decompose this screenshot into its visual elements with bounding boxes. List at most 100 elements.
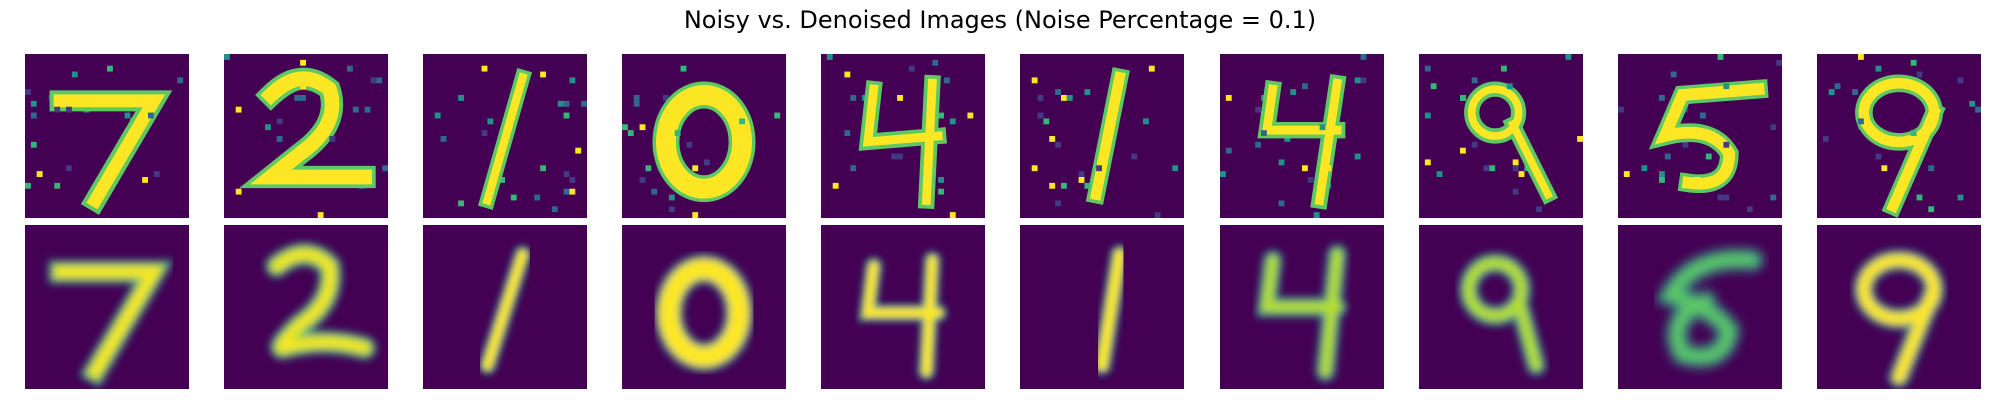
noise-pixel (692, 165, 699, 172)
noise-pixel (1916, 194, 1923, 201)
noise-pixel (148, 112, 154, 119)
noise-pixel (376, 77, 383, 84)
noise-pixel (552, 206, 558, 213)
noise-pixel (680, 65, 687, 72)
noise-pixel (1875, 65, 1882, 72)
noise-pixel (1617, 106, 1624, 113)
noise-pixel (1910, 130, 1917, 136)
noisy-digit-1 (423, 54, 588, 218)
noise-pixel (932, 59, 939, 66)
noisy-digit-2 (224, 54, 389, 218)
noise-pixel (276, 118, 283, 125)
noise-pixel (850, 165, 857, 172)
noise-pixel (1278, 200, 1284, 207)
noise-pixel (347, 65, 353, 72)
noise-pixel (1957, 194, 1964, 201)
noise-pixel (434, 112, 441, 119)
noise-pixel (458, 95, 465, 101)
noise-pixel (1705, 153, 1712, 160)
noisy-digit-7 (25, 54, 189, 218)
denoised-digit-1b (1020, 225, 1185, 389)
noisy-digit-9b (1816, 54, 1981, 218)
noisy-image-4 (622, 54, 787, 218)
noise-pixel (1149, 65, 1156, 72)
noise-pixel (352, 106, 359, 113)
denoised-digit-5 (1617, 225, 1782, 389)
noise-pixel (1658, 95, 1665, 101)
noise-pixel (1928, 165, 1934, 172)
noise-pixel (1301, 165, 1308, 172)
noise-pixel (30, 100, 37, 107)
noise-pixel (1471, 77, 1478, 84)
image-grid (25, 54, 1985, 389)
noise-pixel (534, 194, 541, 201)
noise-pixel (1038, 95, 1044, 101)
noise-pixel (54, 182, 61, 189)
noise-pixel (1723, 194, 1730, 201)
noise-pixel (1717, 194, 1724, 201)
noise-pixel (1131, 153, 1138, 160)
noise-pixel (1254, 141, 1261, 148)
noise-pixel (1278, 159, 1284, 166)
noise-pixel (1172, 165, 1179, 172)
noise-pixel (774, 112, 781, 119)
noise-pixel (639, 124, 646, 131)
noise-pixel (1512, 165, 1519, 172)
noise-pixel (1313, 212, 1320, 218)
noise-pixel (66, 106, 72, 113)
figure-title: Noisy vs. Denoised Images (Noise Percent… (683, 6, 1317, 34)
noise-pixel (1658, 177, 1665, 183)
noise-pixel (1670, 71, 1677, 78)
noise-pixel (1079, 177, 1085, 183)
noise-pixel (1576, 136, 1583, 142)
noise-pixel (540, 71, 547, 78)
noisy-digit-4b (1219, 54, 1384, 218)
noise-pixel (276, 136, 283, 142)
denoised-image-8 (1418, 225, 1583, 389)
noise-pixel (300, 95, 307, 101)
noise-pixel (25, 89, 31, 95)
noise-pixel (235, 188, 242, 195)
noise-pixel (944, 77, 951, 84)
noisy-digit-5 (1617, 54, 1782, 218)
denoised-image-10 (1816, 225, 1981, 389)
noise-pixel (1770, 124, 1776, 131)
noise-pixel (950, 212, 957, 218)
noise-pixel (124, 112, 131, 119)
denoised-image-1 (25, 225, 189, 389)
noise-pixel (686, 141, 693, 148)
noise-pixel (1658, 171, 1665, 177)
noise-pixel (891, 153, 898, 160)
noise-pixel (563, 100, 570, 107)
noisy-digit-9 (1418, 54, 1583, 218)
noisy-image-3 (423, 54, 588, 218)
noise-pixel (66, 165, 72, 172)
noise-pixel (1535, 206, 1542, 213)
noise-pixel (1424, 112, 1431, 119)
noise-pixel (1746, 206, 1753, 213)
noise-pixel (153, 171, 160, 177)
noisy-image-5 (821, 54, 986, 218)
noise-pixel (844, 130, 851, 136)
noise-pixel (1424, 65, 1431, 72)
noise-pixel (1061, 182, 1068, 189)
denoised-digit-2 (224, 225, 389, 389)
noise-pixel (30, 141, 37, 148)
noise-pixel (370, 77, 377, 84)
noise-pixel (25, 182, 31, 189)
denoised-image-6 (1020, 225, 1185, 389)
noise-pixel (487, 118, 494, 125)
noise-pixel (639, 177, 646, 183)
noise-pixel (1775, 59, 1782, 66)
noise-pixel (557, 100, 564, 107)
noise-pixel (1360, 54, 1366, 60)
noise-pixel (235, 106, 242, 113)
noise-pixel (142, 177, 148, 183)
noise-pixel (300, 59, 307, 66)
noise-pixel (938, 112, 945, 119)
noise-pixel (1084, 89, 1091, 95)
noise-pixel (1436, 171, 1443, 177)
noise-pixel (1459, 95, 1466, 101)
noise-pixel (1857, 54, 1864, 60)
